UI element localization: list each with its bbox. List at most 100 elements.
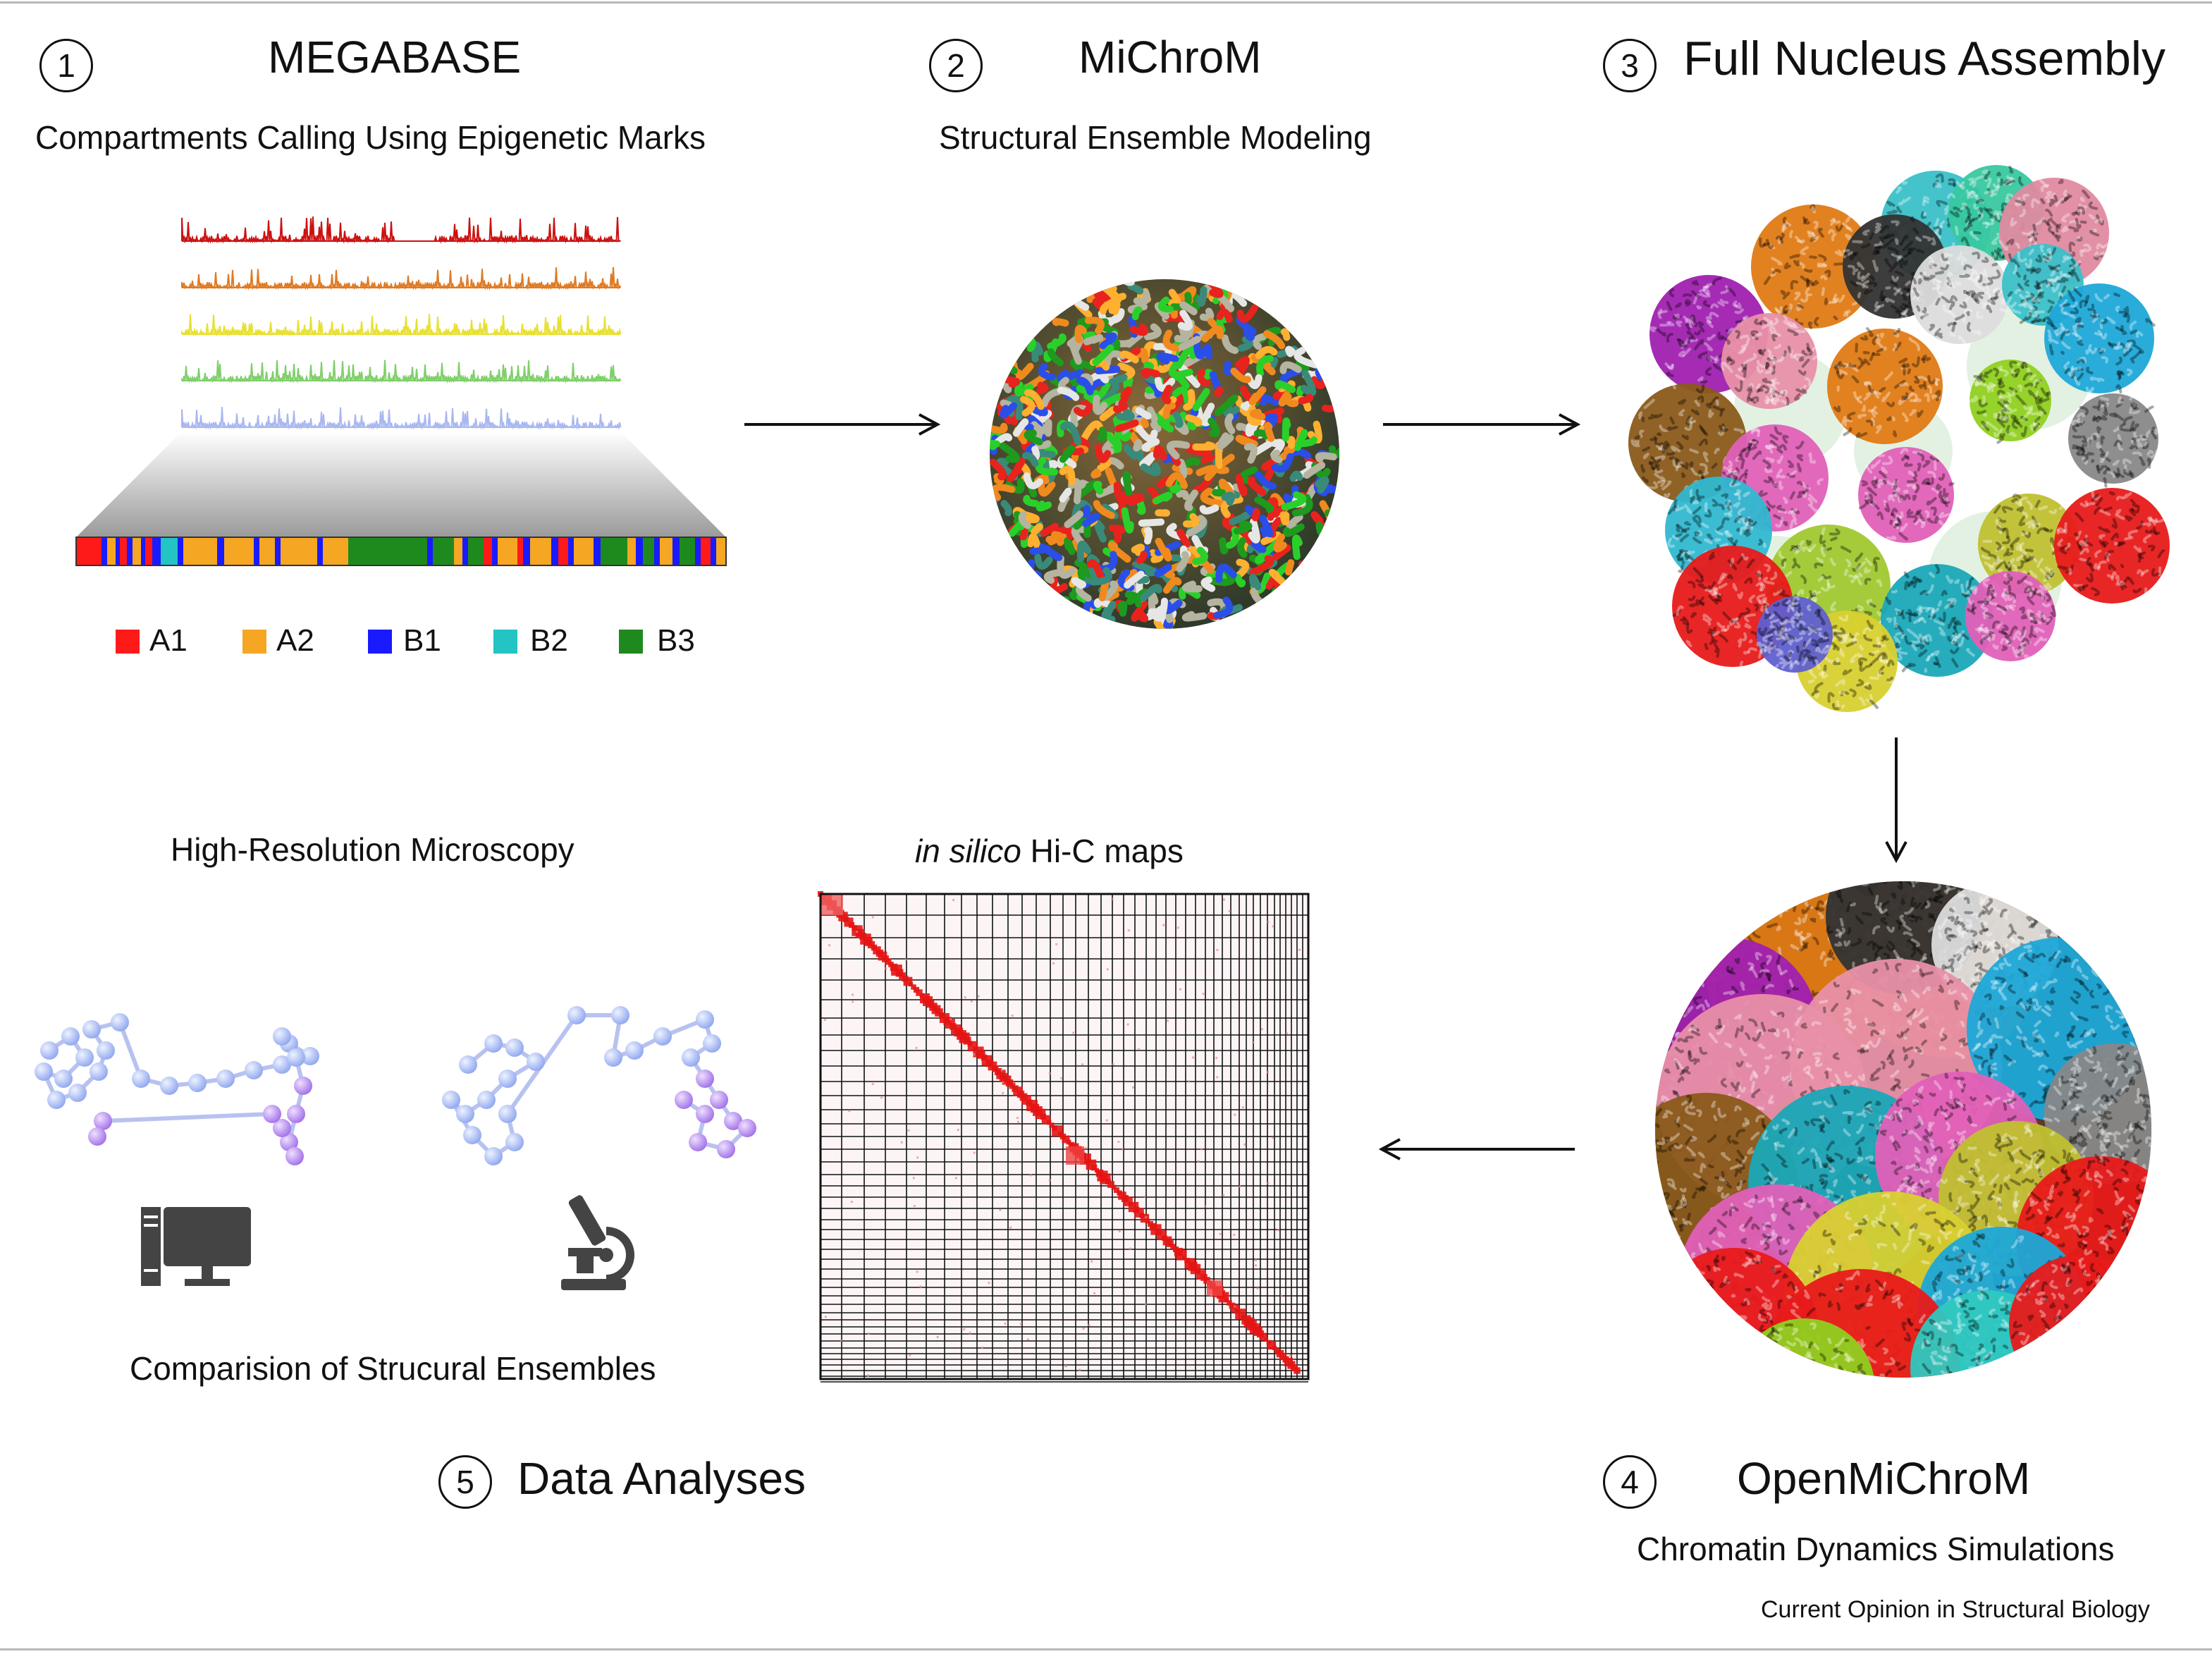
step-number-3: 3: [1603, 39, 1657, 92]
compartment-segment: [568, 537, 574, 565]
chain-bead: [696, 1070, 714, 1088]
chain-bead: [498, 1105, 517, 1123]
megabase-subtitle: Compartments Calling Using Epigenetic Ma…: [35, 119, 706, 156]
megabase-title: MEGABASE: [268, 32, 522, 82]
chain-bead: [285, 1147, 304, 1165]
legend-item-b2: [493, 630, 517, 654]
chain-bead: [273, 1119, 291, 1137]
compartment-segment: [120, 537, 127, 565]
epigenetic-tracks: [181, 216, 622, 430]
chain-bead: [604, 1048, 622, 1067]
chain-bead: [245, 1061, 263, 1079]
chain-bead: [675, 1091, 693, 1109]
michrom-title: MiChroM: [1079, 32, 1262, 82]
hic-italic-text: in silico: [915, 833, 1021, 869]
simulated-chain: [35, 1013, 319, 1165]
chain-bead: [111, 1013, 129, 1031]
openmichrom-title: OpenMiChroM: [1737, 1453, 2031, 1504]
chain-bead: [216, 1070, 235, 1088]
compartment-segment: [116, 537, 120, 565]
chain-bead: [527, 1053, 545, 1071]
compartment-segment: [636, 537, 643, 565]
comparison-label: Comparision of Strucural Ensembles: [130, 1350, 656, 1387]
compartment-segment: [551, 537, 558, 565]
chain-bead: [301, 1047, 319, 1065]
chain-bead: [456, 1105, 474, 1123]
compartment-segment: [695, 537, 701, 565]
hic-maps-label: in silico Hi-C maps: [915, 832, 1184, 870]
chain-bead: [35, 1062, 53, 1081]
compartment-segment: [711, 537, 716, 565]
chain-bead: [94, 1112, 112, 1130]
chain-bead: [75, 1048, 94, 1067]
chain-bead: [280, 1133, 298, 1151]
compartment-segment: [281, 537, 317, 565]
legend-label: A2: [276, 623, 314, 658]
compartment-segment: [701, 537, 711, 565]
chain-bead: [442, 1091, 460, 1109]
chain-bead: [724, 1112, 742, 1130]
compartment-segment: [183, 537, 217, 565]
chain-bead: [68, 1084, 87, 1102]
chain-bead: [294, 1077, 312, 1095]
compartment-segment: [76, 537, 102, 565]
compartment-segment: [224, 537, 254, 565]
compartment-segment: [716, 537, 726, 565]
hic-map: [817, 890, 1310, 1383]
data-analyses-title: Data Analyses: [517, 1453, 806, 1504]
compartment-segment: [627, 537, 636, 565]
compartment-segment: [660, 537, 672, 565]
chain-bead: [717, 1140, 735, 1158]
openmichrom-subtitle: Chromatin Dynamics Simulations: [1637, 1531, 2115, 1567]
microscopy-label: High-Resolution Microscopy: [171, 831, 574, 868]
compartment-segment: [427, 537, 433, 565]
chain-bead: [188, 1074, 207, 1092]
chain-bead: [738, 1119, 756, 1137]
chain-bead: [273, 1055, 291, 1074]
compartment-segment: [558, 537, 568, 565]
compartment-segment: [145, 537, 152, 565]
compartment-segment: [152, 537, 161, 565]
step-number-1: 1: [39, 39, 93, 92]
chain-bead: [40, 1041, 59, 1060]
legend-label: A1: [149, 623, 188, 658]
compartment-segment: [102, 537, 107, 565]
compartment-segment: [462, 537, 468, 565]
chain-bead: [54, 1070, 73, 1088]
chain-bead: [710, 1091, 728, 1109]
step-number-4: 4: [1603, 1455, 1657, 1509]
chain-bead: [90, 1062, 108, 1081]
legend-item-b3: [619, 630, 643, 654]
compartment-segment: [217, 537, 224, 565]
legend-item-a2: [242, 630, 266, 654]
chain-bead: [505, 1133, 524, 1151]
step-number-5: 5: [438, 1455, 492, 1509]
compartment-segment: [643, 537, 654, 565]
compartment-segment: [178, 537, 183, 565]
hic-rest-text: Hi-C maps: [1021, 833, 1184, 869]
computer-icon: [141, 1207, 251, 1286]
chain-bead: [132, 1070, 150, 1088]
chain-bead: [567, 1006, 586, 1024]
michrom-subtitle: Structural Ensemble Modeling: [939, 119, 1372, 156]
chain-bead: [463, 1126, 481, 1144]
compartment-segment: [433, 537, 454, 565]
chain-bead: [287, 1048, 305, 1067]
compartment-segment: [574, 537, 594, 565]
chain-bead: [160, 1077, 178, 1095]
chain-bead: [61, 1027, 80, 1046]
compartment-segment: [484, 537, 492, 565]
compartment-segment: [323, 537, 348, 565]
microscopy-chain: [442, 1006, 756, 1165]
compartment-segment: [259, 537, 275, 565]
chain-bead: [653, 1027, 672, 1046]
compartment-segment: [317, 537, 323, 565]
compartment-segment: [654, 537, 660, 565]
chain-bead: [88, 1127, 106, 1146]
legend-label: B1: [403, 623, 441, 658]
